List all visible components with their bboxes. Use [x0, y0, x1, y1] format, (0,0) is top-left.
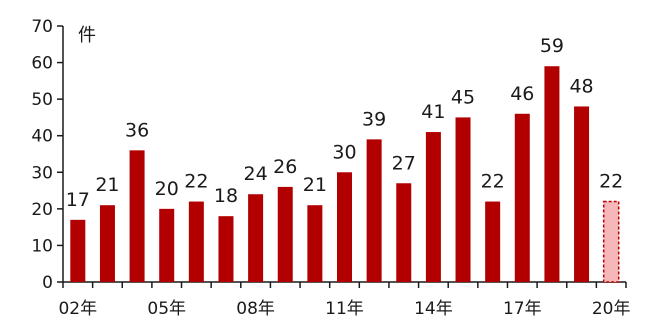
data-label: 30 [332, 141, 356, 163]
data-label: 26 [273, 156, 297, 178]
bar [188, 201, 204, 282]
x-tick-label: 02年 [58, 299, 97, 319]
data-label: 39 [362, 108, 386, 130]
data-label: 46 [510, 83, 534, 105]
bar [574, 106, 590, 282]
data-label: 36 [125, 119, 149, 141]
data-label: 24 [244, 163, 268, 185]
bar [514, 113, 530, 283]
data-label: 22 [599, 171, 623, 193]
bar [307, 205, 323, 282]
bar [396, 183, 412, 282]
y-tick-label: 10 [31, 236, 53, 256]
bar [425, 132, 441, 282]
data-label: 21 [95, 174, 119, 196]
data-label: 21 [303, 174, 327, 196]
bar [455, 117, 471, 282]
bar [337, 172, 352, 282]
y-tick-label: 20 [31, 200, 53, 220]
data-label: 22 [481, 171, 505, 193]
bar [544, 66, 560, 282]
x-axis: 02年 05年 08年 11年 14年 17年 20年 [58, 281, 631, 319]
data-label: 17 [66, 189, 90, 211]
y-axis: 0 10 20 30 40 50 60 70 [31, 17, 64, 293]
data-label: 48 [569, 75, 593, 97]
x-tick-label: 08年 [236, 299, 275, 319]
data-label: 41 [421, 101, 445, 123]
bar [70, 219, 86, 282]
y-tick-label: 60 [31, 54, 53, 74]
y-tick-label: 0 [42, 273, 53, 293]
y-tick-label: 70 [31, 17, 53, 37]
x-tick-label: 05年 [147, 299, 186, 319]
data-label: 45 [451, 86, 475, 108]
data-label: 59 [540, 35, 564, 57]
bar [99, 205, 115, 282]
bar [485, 201, 501, 282]
bar [366, 139, 382, 282]
bars [70, 66, 620, 283]
y-tick-label: 50 [31, 90, 53, 110]
x-tick-label: 17年 [503, 299, 542, 319]
bar [129, 150, 145, 282]
bar [159, 208, 175, 282]
x-tick-label: 20年 [592, 299, 631, 319]
data-label: 20 [155, 178, 179, 200]
data-label: 22 [184, 171, 208, 193]
x-tick-label: 11年 [325, 299, 364, 319]
y-axis-unit-label: 件 [78, 25, 96, 46]
data-label: 27 [392, 152, 416, 174]
data-label: 18 [214, 185, 238, 207]
bar-highlighted [602, 200, 620, 283]
bar [277, 186, 293, 282]
y-tick-label: 30 [31, 163, 53, 183]
x-tick-label: 14年 [414, 299, 453, 319]
bar [248, 194, 264, 282]
bar [218, 216, 234, 282]
y-tick-label: 40 [31, 127, 53, 147]
